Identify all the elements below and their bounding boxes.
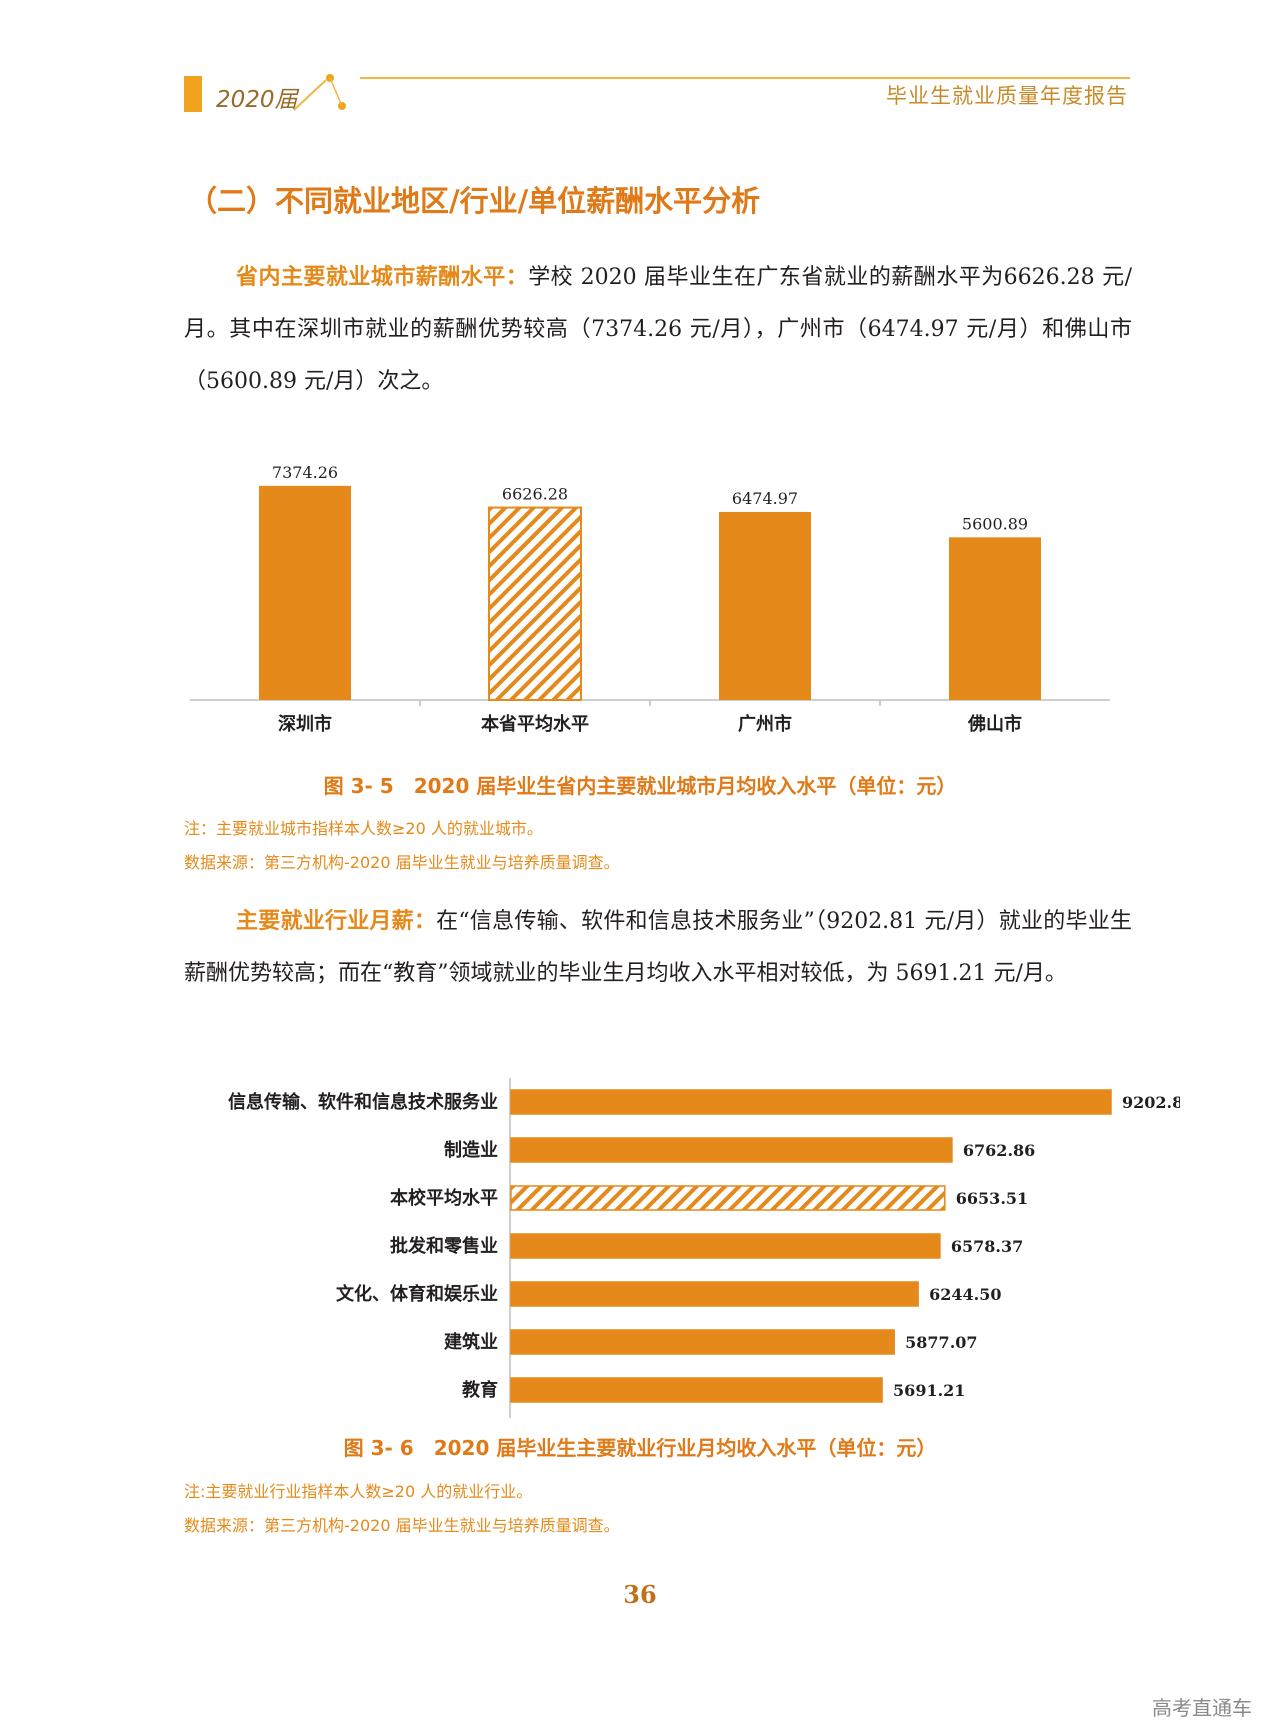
tick-label: 本校平均水平 bbox=[390, 1187, 498, 1209]
data-label: 6626.28 bbox=[502, 485, 568, 504]
paragraph-text: 在“信息传输、软件和信息技术服务业”（9202.81 元/月）就业的毕业生薪酬优… bbox=[184, 909, 1132, 986]
paragraph-lead: 省内主要就业城市薪酬水平： bbox=[236, 265, 529, 290]
bar bbox=[510, 1185, 946, 1211]
data-label: 5877.07 bbox=[905, 1333, 977, 1352]
tick-label: 深圳市 bbox=[278, 713, 332, 735]
tick-label: 教育 bbox=[462, 1379, 498, 1401]
data-label: 6653.51 bbox=[956, 1189, 1028, 1208]
tick-label: 本省平均水平 bbox=[481, 713, 589, 735]
tick-label: 建筑业 bbox=[444, 1331, 498, 1353]
paragraph-industry-salary: 主要就业行业月薪：在“信息传输、软件和信息技术服务业”（9202.81 元/月）… bbox=[184, 896, 1132, 1000]
header-rule bbox=[360, 77, 1130, 79]
header-report-title: 毕业生就业质量年度报告 bbox=[886, 84, 1128, 108]
tick-label: 批发和零售业 bbox=[390, 1235, 498, 1257]
bar bbox=[510, 1089, 1112, 1115]
header-accent-block bbox=[184, 76, 202, 112]
chart2-source: 数据来源：第三方机构-2020 届毕业生就业与培养质量调查。 bbox=[184, 1516, 620, 1535]
bar bbox=[949, 537, 1041, 700]
bar bbox=[510, 1233, 941, 1259]
watermark: 高考直通车 bbox=[1152, 1696, 1252, 1720]
chart1-note: 注：主要就业城市指样本人数≥20 人的就业城市。 bbox=[184, 819, 543, 838]
chart2-note: 注:主要就业行业指样本人数≥20 人的就业行业。 bbox=[184, 1482, 533, 1501]
tick-label: 信息传输、软件和信息技术服务业 bbox=[228, 1091, 498, 1113]
paragraph-lead: 主要就业行业月薪： bbox=[236, 909, 437, 934]
tick-label: 广州市 bbox=[738, 713, 792, 735]
chart1-caption: 图 3- 5 2020 届毕业生省内主要就业城市月均收入水平（单位：元） bbox=[323, 774, 957, 798]
tick-label: 制造业 bbox=[444, 1139, 498, 1161]
bar bbox=[510, 1137, 953, 1163]
data-label: 7374.26 bbox=[272, 463, 338, 482]
tick-label: 文化、体育和娱乐业 bbox=[336, 1283, 498, 1305]
chart1-source: 数据来源：第三方机构-2020 届毕业生就业与培养质量调查。 bbox=[184, 853, 620, 872]
bar bbox=[488, 506, 582, 701]
paragraph-text: 学校 2020 届毕业生在广东省就业的薪酬水平为6626.28 元/月。其中在深… bbox=[184, 265, 1132, 394]
bar bbox=[510, 1281, 919, 1307]
data-label: 9202.81 bbox=[1122, 1093, 1180, 1112]
data-label: 5600.89 bbox=[962, 514, 1028, 533]
section-title: （二）不同就业地区/行业/单位薪酬水平分析 bbox=[188, 184, 761, 218]
data-label: 6474.97 bbox=[732, 489, 798, 508]
bar bbox=[510, 1329, 895, 1355]
header-dots-icon bbox=[293, 74, 346, 111]
data-label: 6244.50 bbox=[929, 1285, 1001, 1304]
header-year: 2020届 bbox=[216, 87, 298, 113]
bar bbox=[259, 485, 351, 700]
bar bbox=[719, 511, 811, 700]
tick-label: 佛山市 bbox=[967, 713, 1022, 735]
industry-salary-chart: 信息传输、软件和信息技术服务业 9202.81 制造业 6762.86 本校平均水平 66… bbox=[228, 1078, 1180, 1418]
chart2-caption: 图 3- 6 2020 届毕业生主要就业行业月均收入水平（单位：元） bbox=[343, 1436, 937, 1460]
page-number: 36 bbox=[623, 1580, 657, 1609]
data-label: 5691.21 bbox=[893, 1381, 965, 1400]
paragraph-city-salary: 省内主要就业城市薪酬水平：学校 2020 届毕业生在广东省就业的薪酬水平为662… bbox=[184, 252, 1132, 408]
data-label: 6762.86 bbox=[963, 1141, 1035, 1160]
city-salary-chart: 7374.26 深圳市 6626.28 本省平均水平 6474.97 广州市 5600.89… bbox=[190, 463, 1110, 735]
data-label: 6578.37 bbox=[951, 1237, 1023, 1256]
bar bbox=[510, 1377, 883, 1403]
